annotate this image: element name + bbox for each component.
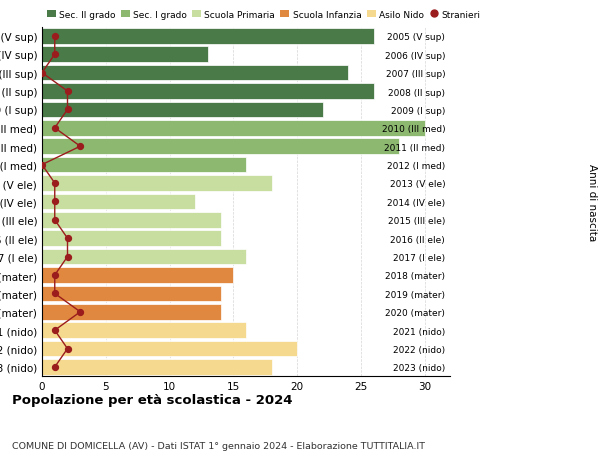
Bar [42,47,208,63]
Bar [42,121,425,136]
Point [76,308,85,316]
Point [50,180,59,187]
Bar [42,157,246,173]
Text: COMUNE DI DOMICELLA (AV) - Dati ISTAT 1° gennaio 2024 - Elaborazione TUTTITALIA.: COMUNE DI DOMICELLA (AV) - Dati ISTAT 1°… [12,441,425,450]
Bar [42,323,246,338]
Bar [42,268,233,283]
Point [50,198,59,206]
Point [50,217,59,224]
Bar [42,84,373,100]
Point [76,143,85,151]
Bar [42,213,221,228]
Text: Anni di nascita: Anni di nascita [587,163,597,241]
Bar [42,231,221,246]
Point [63,235,72,242]
Bar [42,286,221,302]
Bar [42,341,297,357]
Point [50,272,59,279]
Bar [42,194,195,210]
Bar [42,29,373,45]
Point [50,364,59,371]
Bar [42,176,271,191]
Point [63,345,72,353]
Point [63,106,72,114]
Point [50,33,59,40]
Bar [42,139,399,155]
Bar [42,66,348,81]
Legend: Sec. II grado, Sec. I grado, Scuola Primaria, Scuola Infanzia, Asilo Nido, Stran: Sec. II grado, Sec. I grado, Scuola Prim… [47,11,481,20]
Point [50,125,59,132]
Bar [42,304,221,320]
Point [63,88,72,95]
Point [50,51,59,59]
Text: Popolazione per età scolastica - 2024: Popolazione per età scolastica - 2024 [12,393,293,406]
Point [50,327,59,334]
Bar [42,359,271,375]
Bar [42,102,323,118]
Bar [42,249,246,265]
Point [37,162,47,169]
Point [63,253,72,261]
Point [37,70,47,77]
Point [50,290,59,297]
